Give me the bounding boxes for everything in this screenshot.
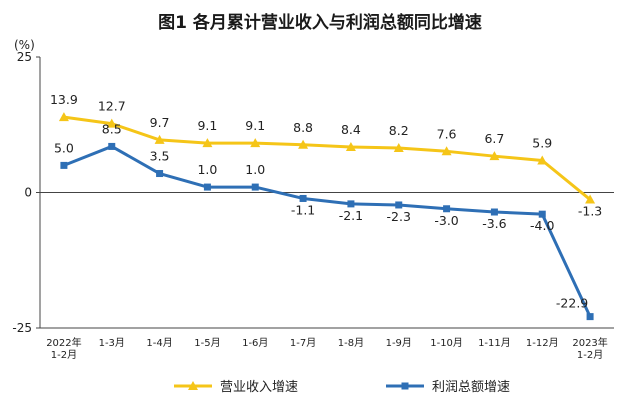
data-label: -3.0: [434, 213, 458, 228]
data-point: [586, 313, 594, 321]
data-point: [154, 134, 165, 144]
data-point: [251, 183, 259, 191]
x-tick-label-line: 1-8月: [338, 337, 364, 349]
data-point: [441, 146, 452, 156]
x-tick-label-line: 2023年: [572, 336, 607, 349]
x-tick-label: 2023年 1-2月: [572, 336, 607, 361]
data-point: [443, 205, 451, 213]
y-tick-label: 25: [17, 50, 32, 64]
y-axis-unit: (%): [14, 38, 35, 52]
data-point: [58, 112, 69, 122]
x-tick-label: 1-10月: [430, 337, 463, 349]
data-point: [202, 138, 213, 148]
x-tick-label-line: 1-7月: [290, 337, 316, 349]
data-label: 8.8: [293, 120, 313, 135]
x-tick-label-line: 1-5月: [194, 337, 220, 349]
x-tick-label: 1-6月: [242, 337, 268, 349]
series-layer: 13.9 12.7 9.7 9.1 9.1 8.8 8.4 8.2 7.6 6.7 5.9 -1.3 5…: [50, 92, 602, 321]
data-label: 9.1: [197, 118, 217, 133]
data-point: [347, 200, 355, 208]
data-label: 5.9: [532, 136, 552, 151]
x-tick-label: 1-11月: [478, 337, 511, 349]
x-tick-label: 1-12月: [526, 337, 559, 349]
data-label: 13.9: [50, 92, 78, 107]
data-label: 12.7: [98, 99, 126, 114]
y-tick-label: 0: [24, 186, 32, 200]
x-tick-label: 1-7月: [290, 337, 316, 349]
legend: 营业收入增速 利润总额增速: [174, 380, 510, 395]
data-label: 8.4: [341, 122, 361, 137]
x-tick-label: 1-3月: [99, 337, 125, 349]
data-point: [490, 208, 498, 216]
x-tick-label-line: 1-9月: [386, 337, 412, 349]
legend-label: 营业收入增速: [220, 380, 298, 395]
data-point: [60, 161, 68, 169]
data-label: 9.1: [245, 118, 265, 133]
data-label: -1.3: [578, 204, 602, 219]
data-label: 8.2: [389, 123, 409, 138]
data-label: 8.5: [102, 121, 122, 136]
data-label: 6.7: [484, 131, 504, 146]
x-tick-label-line: 1-10月: [430, 337, 463, 349]
x-tick-label-line: 1-2月: [577, 349, 603, 361]
series-line: [63, 115, 592, 201]
data-label: -2.1: [339, 208, 363, 223]
data-label: 5.0: [54, 140, 74, 155]
legend-marker: [401, 382, 409, 390]
legend-marker: [188, 381, 198, 390]
data-point: [393, 143, 404, 153]
data-label: -3.6: [482, 216, 506, 231]
data-point: [250, 138, 261, 148]
y-tick-label: -25: [12, 321, 32, 335]
data-point: [108, 142, 116, 150]
x-tick-label-line: 2022年: [46, 336, 81, 349]
data-label: 7.6: [437, 126, 457, 141]
x-tick-label-line: 1-6月: [242, 337, 268, 349]
x-tick-label: 2022年 1-2月: [46, 336, 81, 361]
x-tick-label-line: 1-11月: [478, 337, 511, 349]
legend-label: 利润总额增速: [432, 380, 510, 395]
x-tick-label-line: 1-4月: [146, 337, 172, 349]
data-point: [106, 118, 117, 128]
data-label: -2.3: [387, 209, 411, 224]
data-point: [299, 194, 307, 202]
data-label: 1.0: [245, 162, 265, 177]
x-tick-label-line: 1-2月: [51, 349, 77, 361]
x-tick-label: 1-8月: [338, 337, 364, 349]
x-tick-label: 1-4月: [146, 337, 172, 349]
data-point: [345, 141, 356, 151]
series-line: [63, 144, 592, 318]
data-label: -22.9: [556, 296, 588, 311]
data-label: 9.7: [150, 115, 170, 130]
x-tick-label-line: 1-3月: [99, 337, 125, 349]
data-point: [489, 151, 500, 161]
data-point: [395, 201, 403, 209]
x-tick-label-line: 1-12月: [526, 337, 559, 349]
data-point: [298, 139, 309, 149]
data-point: [585, 194, 596, 204]
data-label: 3.5: [150, 149, 170, 164]
data-label: -1.1: [291, 202, 315, 217]
x-tick-label: 1-9月: [386, 337, 412, 349]
data-label: -4.0: [530, 218, 554, 233]
data-point: [156, 170, 164, 178]
data-point: [537, 155, 548, 165]
data-label: 1.0: [197, 162, 217, 177]
chart-title: 图1 各月累计营业收入与利润总额同比增速: [158, 12, 482, 33]
data-point: [538, 210, 546, 218]
data-point: [203, 183, 211, 191]
x-tick-label: 1-5月: [194, 337, 220, 349]
